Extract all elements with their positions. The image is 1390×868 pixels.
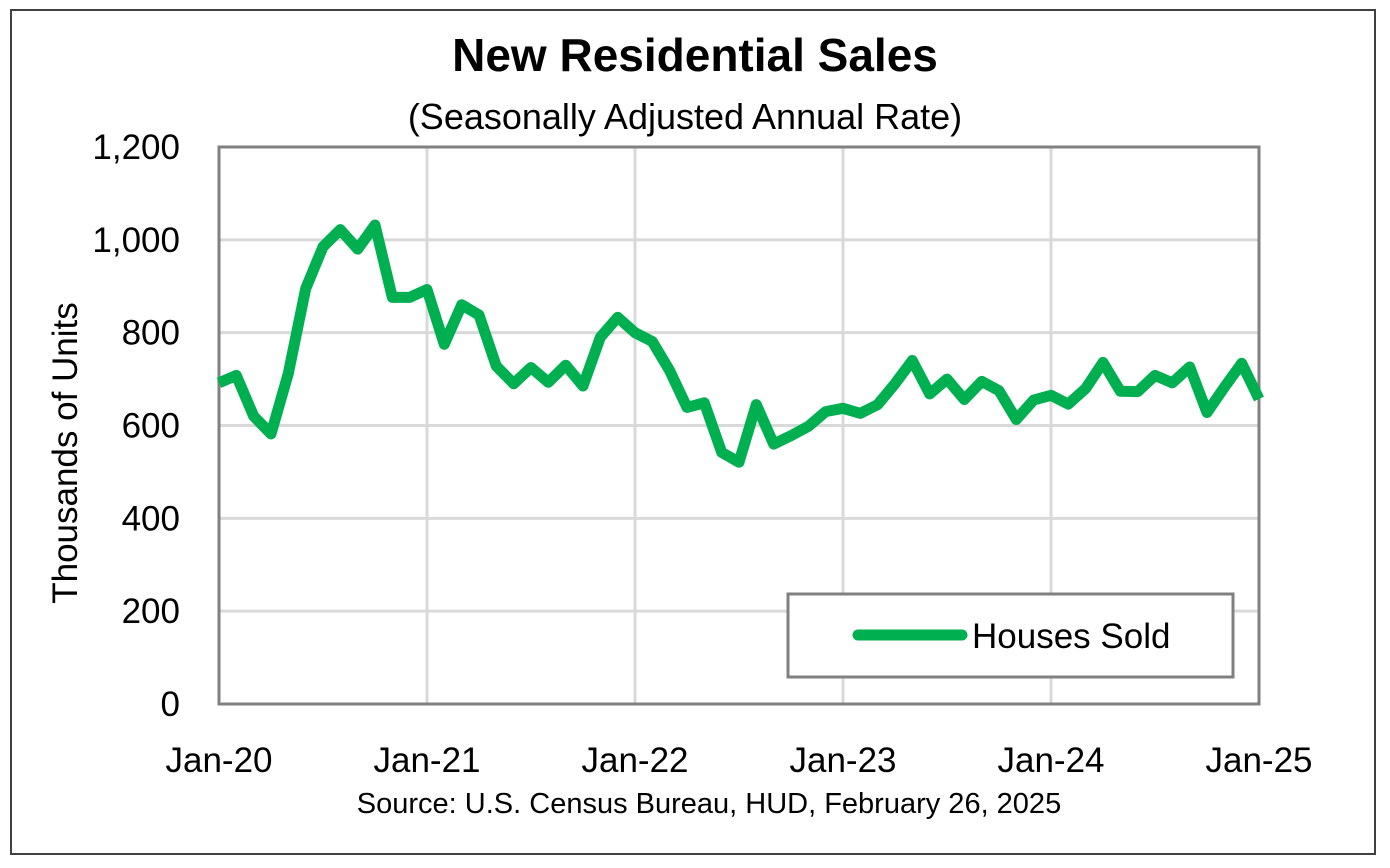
chart-frame: [10, 9, 1376, 855]
chart-title: New Residential Sales: [452, 29, 938, 81]
y-tick-label-1: 200: [122, 592, 180, 631]
x-tick-label-2: Jan-22: [581, 741, 688, 780]
y-tick-label-4: 800: [122, 314, 180, 353]
y-tick-labels: 0 200 400 600 800 1,000 1,200: [92, 128, 180, 724]
x-tick-label-0: Jan-20: [165, 741, 272, 780]
chart-source: Source: U.S. Census Bureau, HUD, Februar…: [356, 788, 1062, 820]
chart-subtitle: (Seasonally Adjusted Annual Rate): [407, 96, 963, 137]
x-tick-label-1: Jan-21: [373, 741, 480, 780]
y-axis-label: Thousands of Units: [46, 302, 85, 604]
y-tick-label-5: 1,000: [92, 221, 180, 260]
y-tick-label-0: 0: [161, 685, 180, 724]
legend-label-houses-sold: Houses Sold: [972, 617, 1170, 656]
y-tick-label-3: 600: [122, 407, 180, 446]
x-tick-label-3: Jan-23: [789, 741, 896, 780]
legend: Houses Sold: [786, 592, 1235, 679]
y-tick-label-6: 1,200: [92, 128, 180, 167]
x-tick-label-5: Jan-25: [1205, 741, 1312, 780]
series-group: [216, 219, 1264, 468]
y-tick-label-2: 400: [122, 499, 180, 538]
plot-area-border: [217, 145, 1261, 706]
x-tick-label-4: Jan-24: [997, 741, 1104, 780]
series-line-houses-sold: [216, 219, 1264, 468]
x-tick-labels: Jan-20 Jan-21 Jan-22 Jan-23 Jan-24 Jan-25: [165, 741, 1312, 780]
